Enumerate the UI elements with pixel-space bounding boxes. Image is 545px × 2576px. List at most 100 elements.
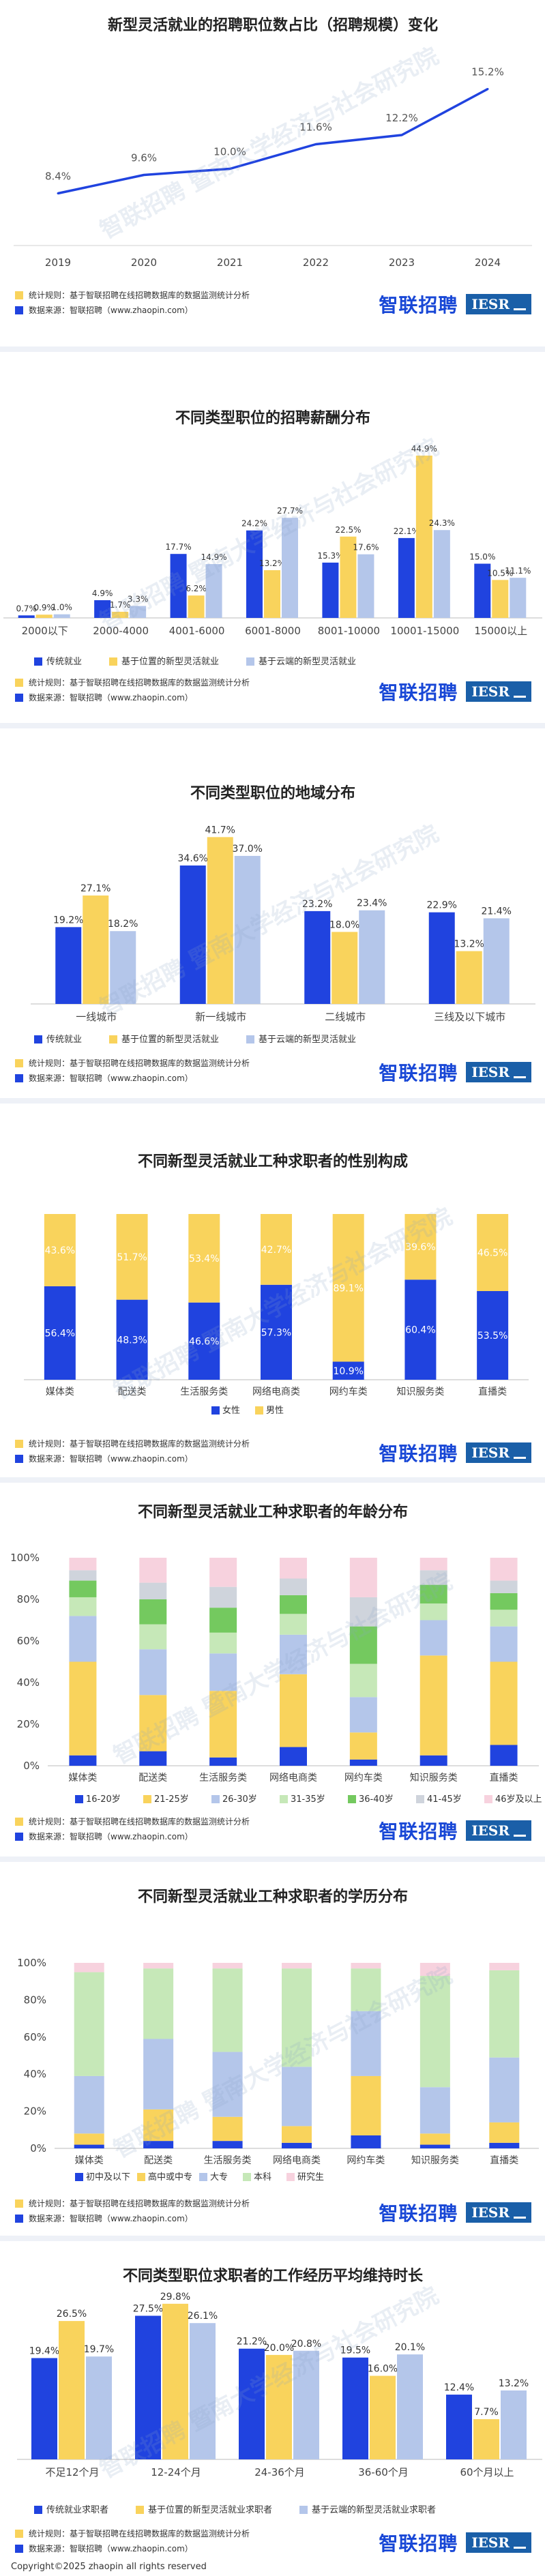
iesr-logo: IESR (466, 1820, 531, 1841)
section-region-chart: 不同类型职位的地域分布 19.2% 27.1% 18.2% 一线城市 34.6% 41.7%… (0, 728, 545, 1110)
data-label: 56.4% (45, 1328, 75, 1339)
bar-segment (212, 1963, 243, 1969)
legend-label: 初中及以下 (86, 2172, 130, 2182)
zhaopin-logo: 智联招聘 (379, 1820, 458, 1843)
data-label: 0.7% (16, 604, 37, 613)
section-age-chart: 不同新型灵活就业工种求职者的年龄分布 0% 20% 40% 60% 80% 100% 媒体类 配… (0, 1483, 545, 1865)
bar-segment (477, 1214, 509, 1291)
blue-square-icon (15, 306, 23, 314)
x-tick-label: 10001-15000 (390, 625, 459, 637)
yellow-square-icon (15, 1817, 23, 1826)
legend-swatch (109, 1035, 117, 1043)
legend-label: 研究生 (297, 2172, 324, 2182)
bar (433, 530, 450, 618)
bar-segment (419, 2087, 450, 2134)
legend-swatch (137, 2173, 145, 2181)
data-point (143, 174, 145, 176)
data-label: 34.6% (178, 853, 208, 864)
bar-segment (404, 1214, 437, 1280)
data-label: 15.0% (469, 552, 495, 562)
stat-rule-text: 统计规则：基于智联招聘在线招聘数据库的数据监测统计分析 (29, 1058, 250, 1068)
bar-segment (139, 1695, 167, 1751)
bar-segment (209, 1691, 237, 1758)
bar-segment (139, 1624, 167, 1650)
data-label: 21.2% (237, 2337, 267, 2348)
bar (205, 564, 222, 618)
bar-segment (212, 1968, 243, 2052)
data-label: 57.3% (261, 1327, 291, 1338)
data-source-text: 数据来源：智联招聘（www.zhaopin.com） (29, 1454, 193, 1464)
iesr-logo: IESR (466, 1062, 531, 1082)
x-tick-label: 网络电商类 (252, 1387, 300, 1397)
bar-segment (209, 1653, 237, 1691)
y-tick-label: 100% (10, 1552, 40, 1564)
data-label: 51.7% (117, 1252, 147, 1263)
section-salary-chart: 不同类型职位的招聘薪酬分布 0.7% 0.9% 1.0% 2000以下 4.9% 1.7% 3… (0, 352, 545, 734)
bar (135, 2315, 161, 2459)
data-label: 9.6% (131, 152, 157, 164)
data-label: 26.1% (188, 2311, 218, 2322)
bar-segment (280, 1747, 307, 1766)
bar-segment (419, 2144, 450, 2148)
bar-segment (419, 1755, 447, 1766)
blue-square-icon (15, 693, 23, 702)
bar (55, 927, 82, 1004)
edu-chart: 不同新型灵活就业工种求职者的学历分布 0% 20% 40% 60% 80% 100% 媒体类 配… (17, 1888, 539, 2182)
x-tick-label: 网约车类 (344, 1772, 383, 1783)
bar-segment (69, 1755, 97, 1766)
data-label: 10.5% (487, 568, 513, 578)
x-tick-label: 24-36个月 (254, 2466, 305, 2478)
iesr-logo: IESR (466, 2202, 531, 2223)
legend-label: 基于云端的新型灵活就业求职者 (312, 2504, 436, 2515)
zhaopin-logo: 智联招聘 (379, 1442, 458, 1465)
data-source-text: 数据来源：智联招聘（www.zhaopin.com） (29, 306, 193, 315)
legend-swatch (109, 657, 117, 666)
iesr-mark-icon (514, 2537, 526, 2549)
bar-segment (143, 1968, 174, 2039)
bar-segment (332, 1214, 364, 1362)
data-label: 19.5% (340, 2345, 370, 2356)
bar (190, 2323, 216, 2459)
x-tick-label: 直播类 (490, 2155, 518, 2166)
bar-segment (349, 1697, 377, 1733)
x-tick-label: 8001-10000 (318, 625, 380, 637)
stat-rule-text: 统计规则：基于智联招聘在线招聘数据库的数据监测统计分析 (29, 2199, 250, 2208)
bar-segment (349, 1663, 377, 1698)
data-label: 53.4% (189, 1254, 219, 1264)
data-label: 20.0% (264, 2343, 294, 2354)
legend-swatch (243, 2173, 251, 2181)
iesr-logo: IESR (466, 681, 531, 702)
x-tick-label: 直播类 (490, 1772, 518, 1783)
zhaopin-logo: 智联招聘 (379, 681, 458, 704)
data-label: 26.5% (57, 2309, 87, 2320)
data-label: 6.2% (186, 584, 207, 593)
data-label: 89.1% (333, 1283, 363, 1294)
blue-square-icon (15, 1074, 23, 1082)
bar-segment (490, 1593, 518, 1610)
bar-segment (282, 1963, 312, 1969)
x-tick-label: 6001-8000 (245, 625, 301, 637)
zhaopin-logo: 智联招聘 (379, 2532, 458, 2555)
y-tick-label: 40% (24, 2068, 46, 2080)
bar (282, 518, 298, 618)
data-label: 7.7% (474, 2407, 499, 2418)
data-label: 41.7% (205, 825, 235, 835)
data-label: 4.9% (92, 589, 113, 598)
bar (246, 530, 263, 618)
bar-segment (282, 2142, 312, 2148)
bar-segment (280, 1614, 307, 1635)
legend-swatch (136, 2506, 144, 2514)
data-label: 23.4% (357, 898, 387, 909)
y-tick-label: 20% (17, 1718, 40, 1730)
stat-rule-text: 统计规则：基于智联招聘在线招聘数据库的数据监测统计分析 (29, 678, 250, 687)
data-label: 37.0% (233, 844, 263, 855)
data-label: 20.8% (291, 2339, 321, 2350)
data-label: 22.5% (335, 525, 361, 535)
bar-segment (139, 1582, 167, 1599)
yellow-square-icon (15, 2529, 23, 2538)
tenure-chart: 不同类型职位求职者的工作经历平均维持时长 19.4% 26.5% 19.7% 不足12个… (17, 2267, 542, 2515)
data-label: 21.4% (482, 906, 512, 917)
chart-title: 不同类型职位的招聘薪酬分布 (175, 409, 370, 427)
data-label: 60.4% (405, 1325, 435, 1336)
bar-segment (490, 1558, 518, 1581)
